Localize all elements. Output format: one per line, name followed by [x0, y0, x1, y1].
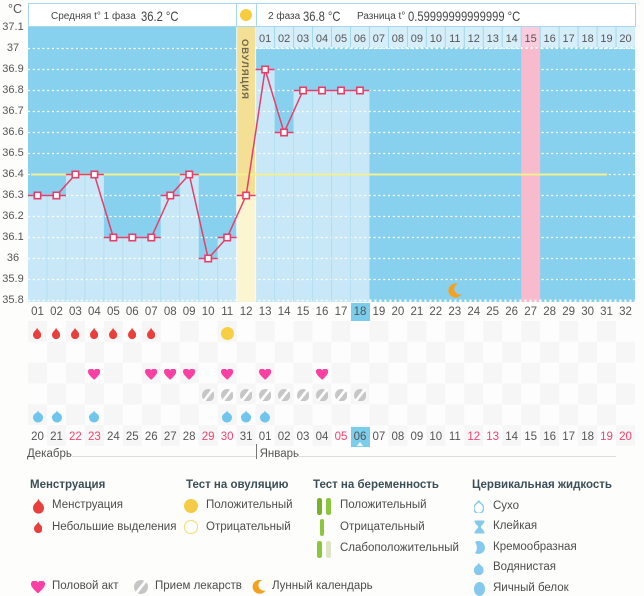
svg-text:19: 19 — [600, 33, 612, 45]
svg-text:15: 15 — [525, 33, 537, 45]
svg-text:07: 07 — [373, 33, 385, 45]
svg-text:17: 17 — [562, 33, 574, 45]
svg-text:14: 14 — [506, 33, 518, 45]
svg-text:06: 06 — [354, 33, 366, 45]
svg-text:16: 16 — [544, 33, 556, 45]
svg-text:04: 04 — [316, 33, 328, 45]
svg-text:08: 08 — [392, 33, 404, 45]
svg-text:13: 13 — [487, 33, 499, 45]
svg-text:05: 05 — [335, 33, 347, 45]
svg-text:12: 12 — [468, 33, 480, 45]
svg-text:18: 18 — [581, 33, 593, 45]
svg-text:10: 10 — [430, 33, 442, 45]
svg-text:09: 09 — [411, 33, 423, 45]
svg-text:ОВУЛЯЦИЯ: ОВУЛЯЦИЯ — [239, 39, 250, 100]
svg-text:03: 03 — [297, 33, 309, 45]
svg-text:11: 11 — [449, 33, 460, 45]
svg-text:01: 01 — [259, 33, 271, 45]
svg-text:02: 02 — [278, 33, 290, 45]
svg-text:20: 20 — [619, 33, 631, 45]
